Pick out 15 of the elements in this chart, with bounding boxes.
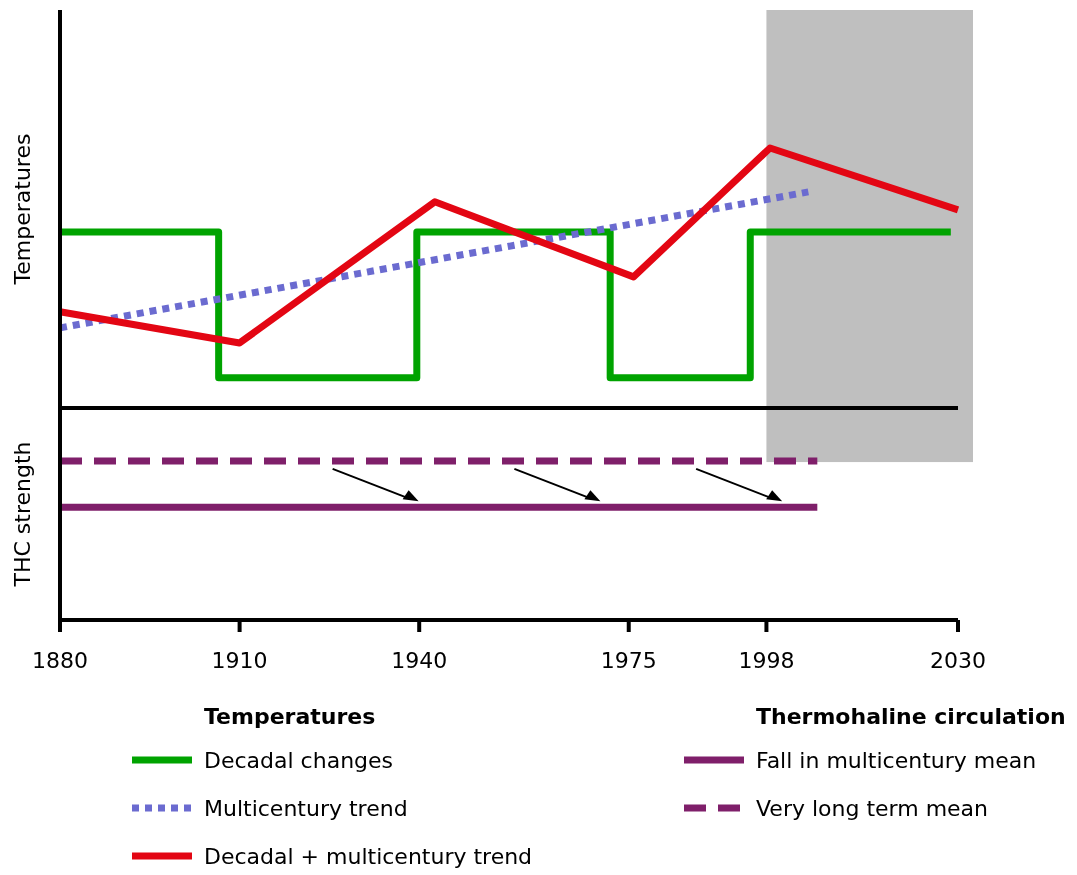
legend-label: Decadal changes: [204, 748, 394, 773]
text: Thermohaline circulation: [756, 704, 1066, 729]
x-tick-label: 2030: [930, 648, 986, 673]
x-tick-label: 1880: [32, 648, 88, 673]
legend-label: Decadal + multicentury trend: [204, 844, 533, 869]
x-tick-label: 1975: [600, 648, 657, 673]
x-tick-label: 1940: [391, 648, 448, 673]
x-tick-label: 1998: [738, 648, 795, 673]
text: THC strength: [10, 441, 35, 588]
y-axis-title: Temperatures: [10, 133, 35, 286]
legend-title: Temperatures: [204, 704, 376, 729]
legend-label: Fall in multicentury mean: [756, 748, 1037, 773]
legend-label: Very long term mean: [756, 796, 989, 821]
legend-label: Multicentury trend: [204, 796, 408, 821]
x-tick-label: 1910: [211, 648, 268, 673]
